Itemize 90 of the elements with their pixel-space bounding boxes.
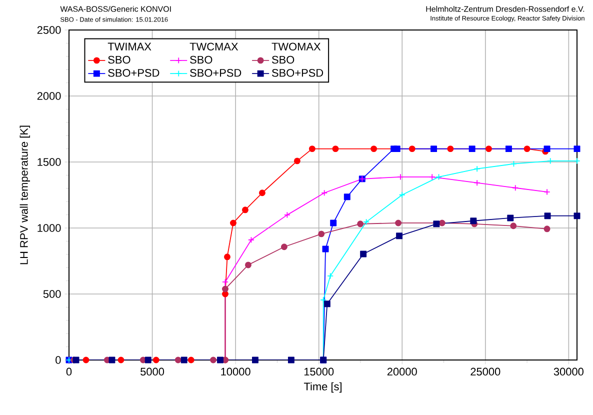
- point: [244, 262, 252, 268]
- point: [294, 158, 300, 164]
- y-tick-label: 1500: [38, 158, 61, 166]
- x-tick-label: 15000: [304, 368, 334, 376]
- point: [574, 146, 580, 152]
- point: [510, 160, 517, 168]
- point: [433, 220, 440, 228]
- point: [321, 190, 328, 196]
- legend-label: SBO: [108, 56, 130, 64]
- point: [394, 146, 400, 152]
- legend-label: SBO+PSD: [272, 69, 324, 77]
- point: [108, 356, 116, 364]
- point: [318, 230, 325, 238]
- point: [395, 220, 402, 226]
- y-tick-label: 2500: [37, 26, 61, 34]
- x-tick-label: 5000: [140, 368, 164, 376]
- point: [330, 220, 337, 226]
- point: [512, 184, 519, 192]
- legend-label: SBO+PSD: [108, 69, 160, 77]
- legend-label: SBO+PSD: [190, 69, 242, 77]
- point: [428, 174, 436, 180]
- point: [188, 356, 194, 364]
- point: [180, 356, 188, 364]
- point: [544, 226, 550, 232]
- x-tick-label: 30000: [554, 368, 584, 376]
- point: [485, 146, 492, 152]
- point: [174, 356, 182, 364]
- point: [360, 250, 367, 258]
- point: [324, 300, 330, 308]
- point: [152, 356, 160, 364]
- y-tick-label: 500: [43, 290, 61, 298]
- annotation: TWIMAX: [108, 42, 152, 50]
- point: [370, 146, 378, 152]
- y-axis-title: LH RPV wall temperature [K]: [20, 126, 30, 264]
- point: [544, 146, 550, 152]
- point: [363, 218, 370, 226]
- point: [357, 220, 364, 228]
- point: [210, 356, 216, 364]
- point: [252, 356, 258, 364]
- point: [505, 146, 512, 152]
- point: [544, 212, 551, 220]
- y-tick-label: 0: [56, 356, 61, 364]
- annotation: TWOMAX: [272, 42, 321, 50]
- x-tick-label: 20000: [387, 368, 417, 376]
- point: [82, 356, 90, 364]
- legend-label: SBO: [272, 56, 294, 64]
- point: [468, 146, 476, 152]
- point: [242, 206, 248, 214]
- point: [397, 174, 404, 180]
- point: [510, 222, 517, 230]
- point: [118, 356, 124, 364]
- point: [222, 290, 228, 298]
- point: [332, 146, 339, 152]
- point: [408, 146, 416, 152]
- point: [258, 190, 266, 196]
- point: [474, 180, 480, 186]
- point: [248, 236, 254, 244]
- point: [396, 232, 403, 240]
- x-axis-title: Time [s]: [304, 382, 342, 393]
- point: [507, 214, 514, 222]
- point: [436, 174, 442, 180]
- point: [547, 158, 554, 164]
- point: [288, 356, 294, 364]
- legend-label: SBO: [190, 56, 212, 64]
- point: [398, 192, 406, 198]
- annotation: TWCMAX: [190, 42, 238, 50]
- point: [470, 218, 477, 224]
- point: [438, 220, 446, 226]
- point: [574, 212, 580, 220]
- point: [224, 254, 230, 260]
- point: [524, 146, 530, 152]
- point: [230, 220, 236, 226]
- point: [430, 146, 438, 152]
- y-tick-label: 1000: [38, 224, 61, 232]
- point: [344, 194, 350, 200]
- y-tick-label: 2000: [37, 92, 61, 100]
- point: [144, 356, 152, 364]
- point: [320, 296, 327, 304]
- point: [308, 146, 316, 152]
- point: [474, 166, 480, 172]
- point: [222, 286, 228, 292]
- point: [222, 278, 228, 286]
- point: [327, 272, 334, 280]
- point: [280, 244, 288, 250]
- x-tick-label: 0: [66, 368, 72, 376]
- point: [447, 146, 454, 152]
- x-tick-label: 25000: [470, 368, 500, 376]
- x-tick-label: 10000: [221, 368, 250, 376]
- point: [217, 356, 224, 364]
- point: [284, 212, 290, 218]
